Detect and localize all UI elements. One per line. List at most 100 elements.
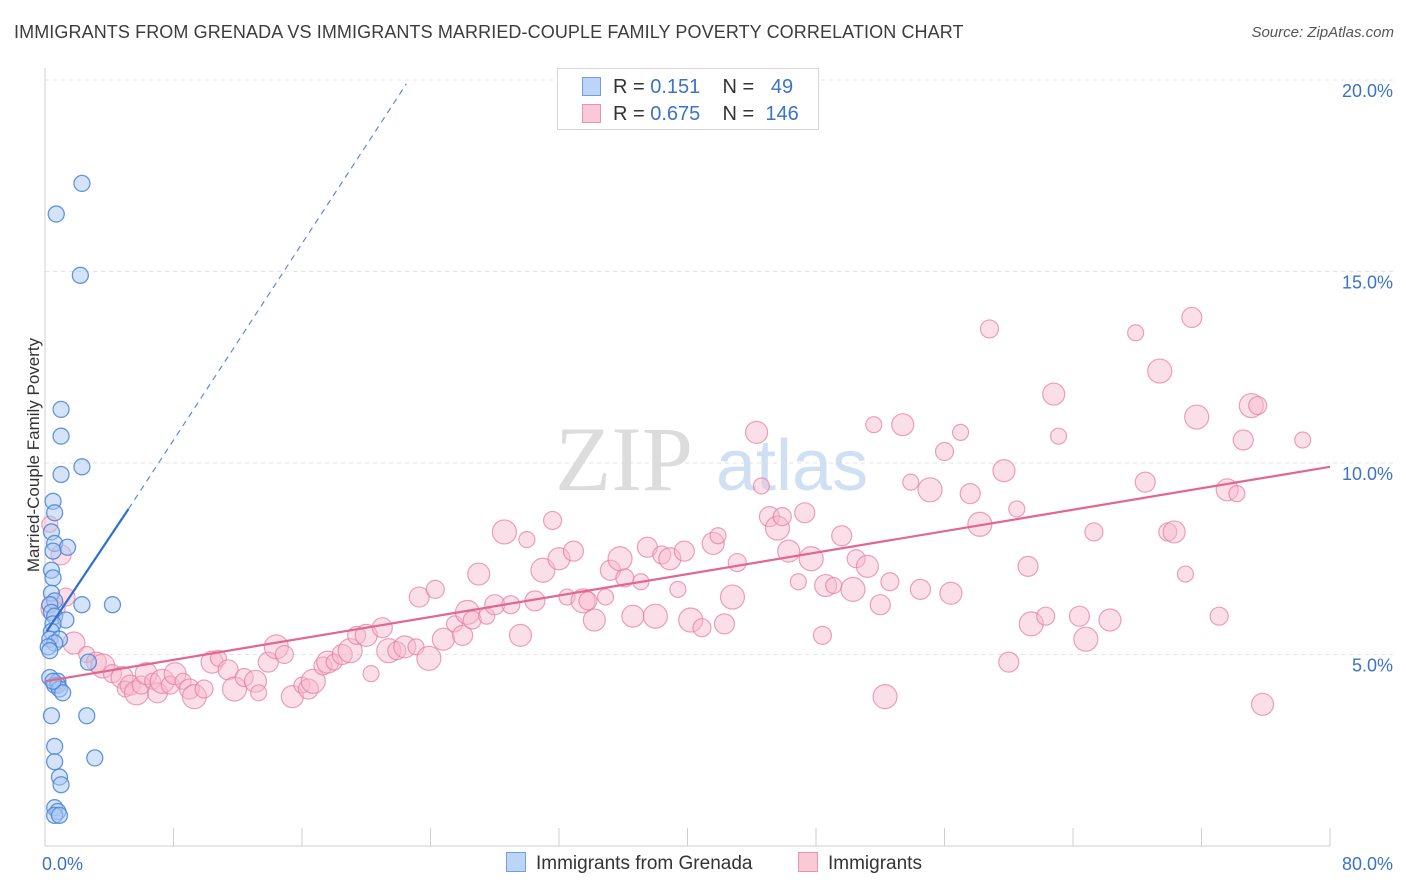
bottom-legend-label-grenada: Immigrants from Grenada xyxy=(536,853,753,874)
watermark: ZIP atlas xyxy=(555,408,868,510)
immigrants-point xyxy=(467,562,491,586)
legend-r-value: 0.675 xyxy=(650,103,701,125)
legend-n-label: N = xyxy=(722,103,755,125)
immigrants-point xyxy=(313,656,333,676)
immigrants-point xyxy=(110,665,134,690)
immigrants-point xyxy=(243,669,268,693)
immigrants-point xyxy=(840,576,866,602)
immigrants-point xyxy=(362,665,380,683)
immigrants-point xyxy=(570,588,596,614)
chart-title: IMMIGRANTS FROM GRENADA VS IMMIGRANTS MA… xyxy=(14,22,964,42)
immigrants-point xyxy=(596,588,615,606)
grenada-point xyxy=(86,749,104,767)
immigrants-point xyxy=(764,515,791,541)
grenada-point xyxy=(58,538,77,556)
immigrants-point xyxy=(425,579,445,599)
grenada-trendline xyxy=(45,508,130,633)
immigrants-point xyxy=(909,578,932,600)
immigrants-point xyxy=(1049,427,1068,445)
immigrants-point xyxy=(831,525,853,547)
immigrants-point xyxy=(181,684,207,710)
immigrants-point xyxy=(217,659,239,681)
x-tick-label: 80.0% xyxy=(1342,854,1393,874)
immigrants-point xyxy=(607,546,633,572)
bottom-legend-grenada: Immigrants from Grenada xyxy=(506,852,752,875)
immigrants-point xyxy=(1127,324,1145,342)
immigrants-point xyxy=(562,540,585,562)
grenada-point xyxy=(50,806,69,825)
immigrants-trendline xyxy=(44,465,1331,683)
immigrants-point xyxy=(1042,382,1066,406)
watermark-atlas: atlas xyxy=(716,426,868,506)
immigrants-point xyxy=(1098,608,1122,632)
immigrants-point xyxy=(408,586,430,608)
grenada-point xyxy=(44,569,62,587)
immigrants-point xyxy=(917,477,943,503)
grenada-point xyxy=(45,504,64,522)
bottom-legend-swatch-blue xyxy=(506,852,526,872)
immigrants-point xyxy=(1084,522,1104,542)
immigrants-point xyxy=(1036,606,1056,626)
legend-swatch-blue xyxy=(582,77,601,96)
immigrants-point xyxy=(658,547,682,571)
immigrants-point xyxy=(547,547,571,571)
immigrants-point xyxy=(1209,606,1229,626)
legend-swatch-pink xyxy=(582,104,601,123)
y-tick-label: 15.0% xyxy=(1342,273,1393,293)
correlation-legend: R = 0.151 N = 49 R = 0.675 N = 146 xyxy=(557,68,819,130)
trend-lines xyxy=(44,83,1331,683)
legend-n-label: N = xyxy=(722,76,755,98)
y-tick-label: 20.0% xyxy=(1342,81,1393,101)
immigrants-point xyxy=(865,416,883,434)
immigrants-point xyxy=(1181,306,1203,329)
legend-r-label: R = xyxy=(613,103,645,125)
immigrants-point xyxy=(134,662,158,686)
immigrants-point xyxy=(1068,605,1091,627)
grenada-point xyxy=(52,465,70,484)
immigrants-point xyxy=(727,552,747,573)
immigrants-point xyxy=(508,623,533,647)
immigrants-point xyxy=(1294,431,1312,449)
immigrants-point xyxy=(387,641,407,661)
immigrants-point xyxy=(678,607,704,633)
grenada-point xyxy=(103,596,122,614)
grenada-point xyxy=(73,174,91,193)
immigrants-point xyxy=(902,473,920,491)
immigrants-point xyxy=(274,644,294,665)
immigrants-point xyxy=(194,679,214,699)
immigrants-point xyxy=(578,591,598,611)
immigrants-point xyxy=(257,651,279,673)
immigrants-point xyxy=(1184,404,1210,430)
immigrants-point xyxy=(1238,392,1264,419)
immigrants-point xyxy=(1248,395,1268,416)
immigrants-point xyxy=(1017,555,1039,578)
immigrants-point xyxy=(452,624,474,646)
grenada-point xyxy=(79,653,98,671)
grenada-point xyxy=(52,427,70,445)
grenada-point xyxy=(52,400,70,419)
immigrants-point xyxy=(1147,358,1173,384)
immigrants-point xyxy=(325,653,343,671)
grenada-points xyxy=(39,174,122,825)
immigrants-point xyxy=(669,580,687,598)
immigrants-point xyxy=(331,643,353,666)
immigrants-point xyxy=(869,594,891,616)
immigrants-point xyxy=(297,678,320,700)
immigrants-point xyxy=(652,545,672,565)
y-tick-label: 5.0% xyxy=(1352,656,1393,676)
legend-n-value: 146 xyxy=(765,103,799,125)
immigrants-point xyxy=(1008,500,1026,518)
immigrants-point xyxy=(491,519,517,545)
immigrants-point xyxy=(416,645,442,671)
immigrants-point xyxy=(998,651,1020,673)
immigrants-point xyxy=(891,413,915,437)
grenada-point xyxy=(45,753,64,771)
bottom-legend-immigrants: Immigrants xyxy=(798,852,922,875)
y-tick-label: 10.0% xyxy=(1342,464,1393,484)
legend-r-label: R = xyxy=(613,76,645,98)
immigrants-point xyxy=(979,319,1000,339)
immigrants-point xyxy=(280,685,304,709)
watermark-zip: ZIP xyxy=(555,408,693,510)
immigrants-point xyxy=(798,546,824,572)
immigrants-point xyxy=(621,604,645,628)
